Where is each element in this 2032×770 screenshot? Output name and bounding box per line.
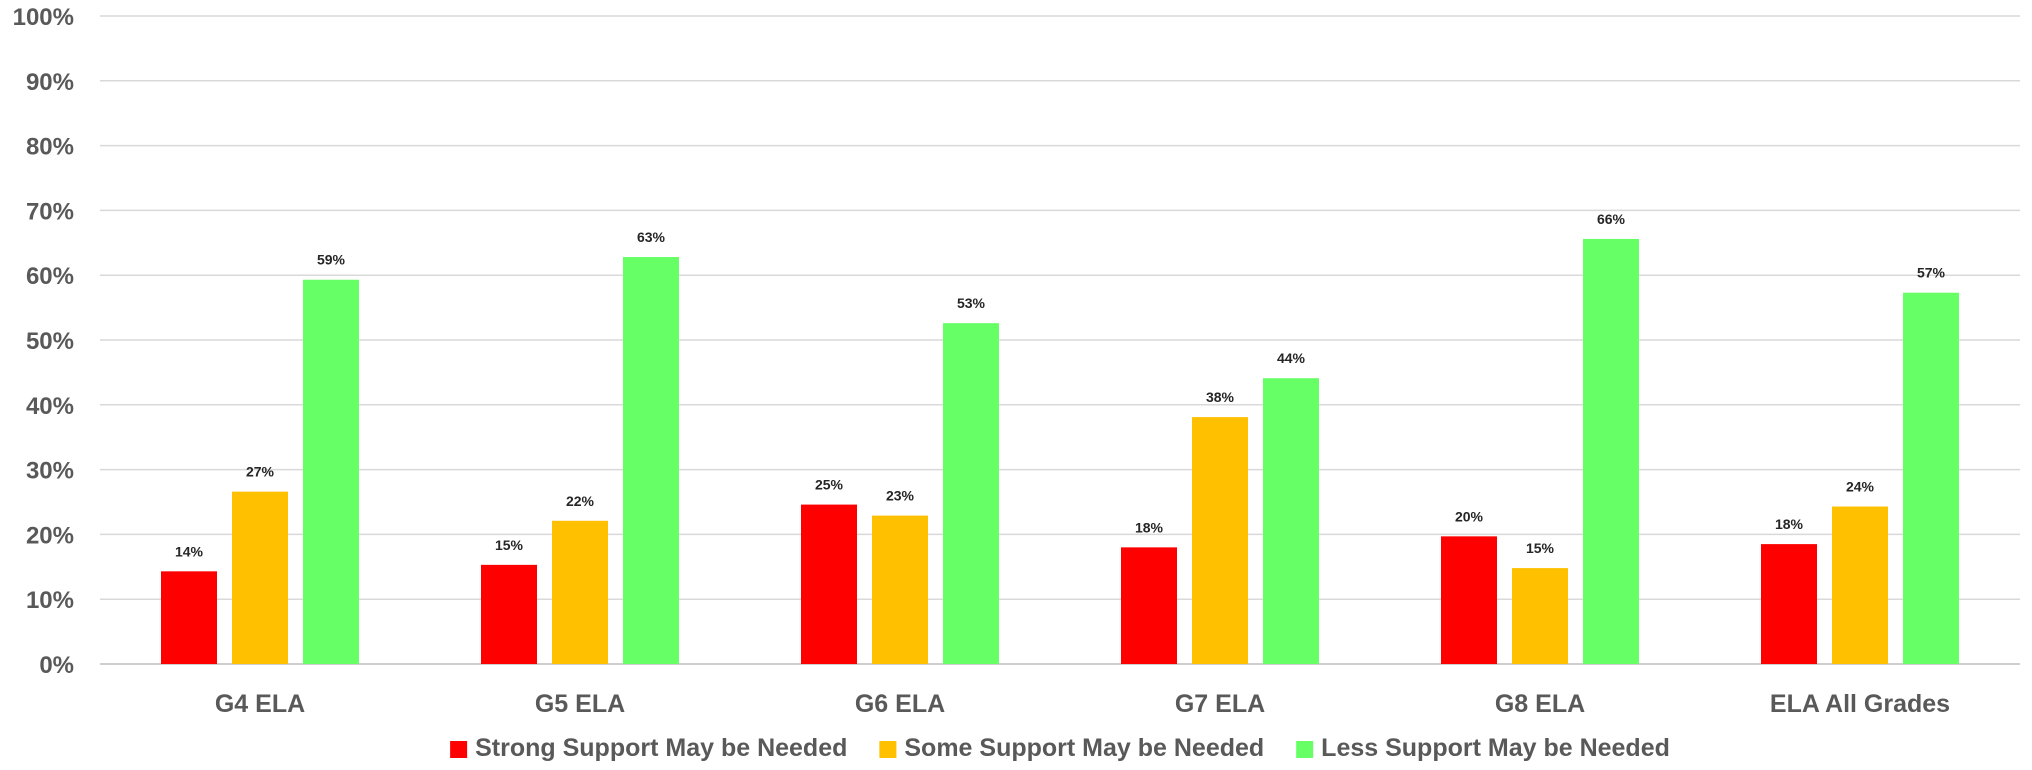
data-label: 15%	[495, 537, 524, 553]
legend-label: Less Support May be Needed	[1321, 734, 1670, 762]
x-tick-label: ELA All Grades	[1770, 690, 1950, 718]
y-tick-label: 90%	[26, 69, 74, 96]
x-tick-label: G7 ELA	[1175, 690, 1265, 718]
y-tick-label: 100%	[13, 4, 74, 31]
bar	[1512, 568, 1568, 664]
y-tick-label: 40%	[26, 393, 74, 420]
bar	[552, 520, 608, 664]
legend-label: Strong Support May be Needed	[475, 734, 847, 762]
x-tick-label: G4 ELA	[215, 690, 305, 718]
bar	[1441, 536, 1497, 664]
bar	[1583, 238, 1639, 665]
bar	[481, 564, 537, 664]
data-labels: 14% 27% 59% 15% 22% 63% 25% 23% 53% 18% 38% 44% 20% 1…	[175, 211, 1946, 559]
bar	[1192, 417, 1248, 664]
data-label: 44%	[1277, 350, 1306, 366]
x-axis-ticks: G4 ELA G5 ELA G6 ELA G7 ELA G8 ELA ELA All Gr…	[215, 690, 1950, 718]
data-label: 53%	[957, 295, 986, 311]
bar	[303, 279, 359, 664]
x-tick-label: G8 ELA	[1495, 690, 1585, 718]
legend-label: Some Support May be Needed	[904, 734, 1264, 762]
legend-item: Some Support May be Needed	[879, 734, 1264, 762]
y-tick-label: 50%	[26, 328, 74, 355]
bar	[801, 504, 857, 664]
data-label: 23%	[886, 488, 915, 504]
data-label: 14%	[175, 543, 204, 559]
bar	[232, 491, 288, 664]
y-tick-label: 60%	[26, 263, 74, 290]
gridlines	[100, 15, 2020, 665]
legend-swatch	[1296, 741, 1314, 758]
bar	[1761, 544, 1817, 664]
legend: Strong Support May be Needed Some Support…	[450, 734, 1670, 762]
bar	[872, 515, 928, 664]
data-label: 24%	[1846, 479, 1875, 495]
x-tick-label: G6 ELA	[855, 690, 945, 718]
y-tick-label: 80%	[26, 134, 74, 161]
bar	[1903, 292, 1959, 664]
y-tick-label: 10%	[26, 587, 74, 614]
data-label: 15%	[1526, 540, 1555, 556]
data-label: 18%	[1135, 519, 1164, 535]
legend-swatch	[879, 741, 897, 758]
data-label: 18%	[1775, 516, 1804, 532]
data-label: 27%	[246, 464, 275, 480]
legend-swatch	[450, 741, 468, 758]
legend-item: Strong Support May be Needed	[450, 734, 847, 762]
data-label: 57%	[1917, 265, 1946, 281]
bar	[1121, 547, 1177, 664]
bars	[161, 238, 1959, 665]
y-tick-label: 20%	[26, 522, 74, 549]
data-label: 63%	[637, 229, 666, 245]
y-tick-label: 0%	[39, 652, 74, 679]
data-label: 22%	[566, 493, 595, 509]
bar	[1263, 378, 1319, 664]
legend-item: Less Support May be Needed	[1296, 734, 1670, 762]
bar	[1832, 506, 1888, 664]
data-label: 66%	[1597, 211, 1626, 227]
data-label: 20%	[1455, 508, 1484, 524]
bar	[161, 571, 217, 664]
y-tick-label: 70%	[26, 198, 74, 225]
y-tick-label: 30%	[26, 458, 74, 485]
bar	[623, 257, 679, 664]
bar	[943, 323, 999, 664]
data-label: 59%	[317, 252, 346, 268]
x-tick-label: G5 ELA	[535, 690, 625, 718]
data-label: 38%	[1206, 389, 1235, 405]
y-axis-ticks: 0% 10% 20% 30% 40% 50% 60% 70% 80% 90% 100%	[13, 4, 74, 679]
data-label: 25%	[815, 477, 844, 493]
